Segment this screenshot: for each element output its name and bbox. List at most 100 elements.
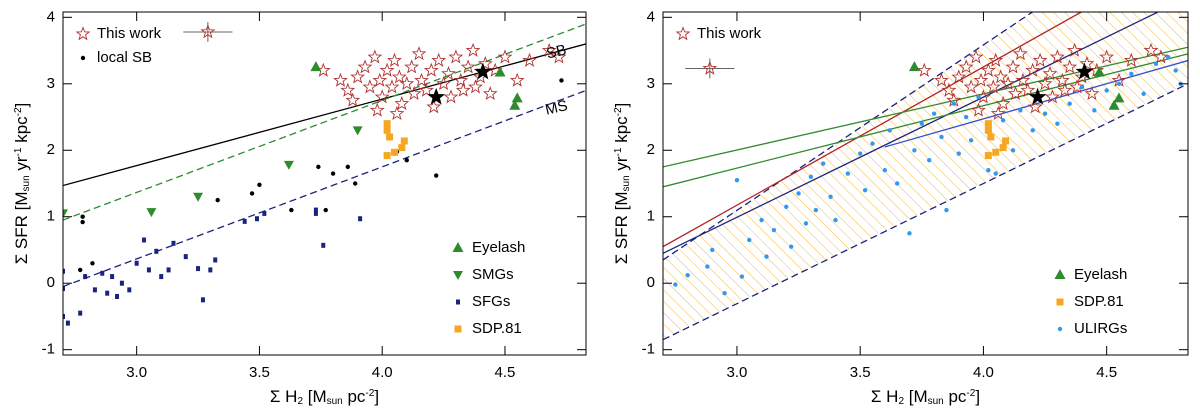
data-point [1067,42,1083,57]
data-point [993,69,1009,84]
data-point [357,59,373,74]
data-point [963,114,969,120]
data-point [63,268,65,274]
x-tick-label: 4.5 [1096,364,1117,381]
data-point [383,120,391,128]
data-point [119,280,124,286]
data-point [193,192,204,202]
data-point [673,282,678,287]
data-point [971,102,986,117]
data-point [321,242,326,248]
data-point [1025,62,1041,77]
data-point [984,120,992,128]
data-point [289,207,294,213]
ylabel-title: Σ SFR [Msun yr-1 kpc-2] [612,103,631,265]
data-point [813,207,819,213]
data-point [908,61,920,72]
data-point [984,152,992,160]
data-point [796,191,801,196]
data-point [159,274,164,280]
data-point [894,181,900,186]
legend-marker [1057,326,1063,332]
ylabel-part: sun [621,175,632,191]
data-point [63,209,68,219]
data-point [477,56,493,71]
data-point [391,69,407,84]
data-point [1000,76,1016,91]
data-point [1166,55,1171,60]
legend-marker [675,26,691,41]
data-point [747,237,752,243]
data-point [372,72,388,87]
data-point [845,171,851,176]
data-point [1113,92,1125,103]
data-point [455,82,471,97]
data-point [1129,71,1134,77]
data-point [509,72,525,87]
data-point [254,216,259,222]
data-point [340,82,356,97]
data-point [333,72,348,87]
xlabel-title: Σ H2 [Msun pc-2] [270,387,379,406]
data-point [127,287,132,293]
data-point [739,274,745,279]
data-point [468,79,483,94]
data-point [171,240,176,246]
data-point [1173,68,1178,73]
data-point [956,151,961,156]
xlabel-part: 2 [898,396,904,407]
data-point [146,267,151,273]
data-point [551,49,567,64]
data-point [771,227,777,233]
error-bar-point [200,24,216,39]
data-point [406,86,422,101]
data-point [1079,84,1085,90]
data-point [242,218,247,224]
fit-line [63,43,586,187]
legend-marker [456,299,460,305]
axes-frame [662,11,1189,356]
data-point [63,286,65,292]
data-point [443,89,459,104]
data-point [494,66,506,77]
xlabel-part: Σ H [871,387,899,406]
ylabel-part: -1 [613,147,624,156]
data-point [384,79,400,94]
data-point [387,52,402,67]
y-tick-label: 4 [47,8,55,25]
data-point [1037,76,1053,91]
data-point [803,221,809,226]
y-tick-label: 1 [47,208,55,225]
legend-marker [452,242,464,252]
data-point [1143,42,1159,57]
ylabel-part: kpc [612,116,631,148]
data-point [404,59,420,74]
data-point [990,105,1006,121]
data-point [411,46,427,61]
ylabel-part: Σ SFR [M [612,191,631,264]
legend-label: SDP.81 [1074,293,1124,310]
data-point [988,52,1004,67]
data-point [63,313,65,319]
data-point [541,42,557,57]
ylabel-part: -1 [13,147,24,156]
data-point [146,208,157,218]
y-tick-label: 2 [47,141,55,158]
data-point [1020,82,1036,97]
ylabel-part: sun [21,175,32,191]
data-point [474,62,492,80]
data-point [399,76,415,91]
xlabel-part: 2 [297,396,303,407]
data-point [963,79,979,94]
data-point [134,260,139,266]
data-point [423,62,439,77]
data-point [1018,108,1023,113]
data-point [1008,86,1023,101]
data-point [1153,61,1159,67]
data-point [1116,81,1122,86]
data-point [249,191,255,196]
data-point [460,59,476,74]
data-point [522,52,537,67]
data-point [1062,59,1078,74]
